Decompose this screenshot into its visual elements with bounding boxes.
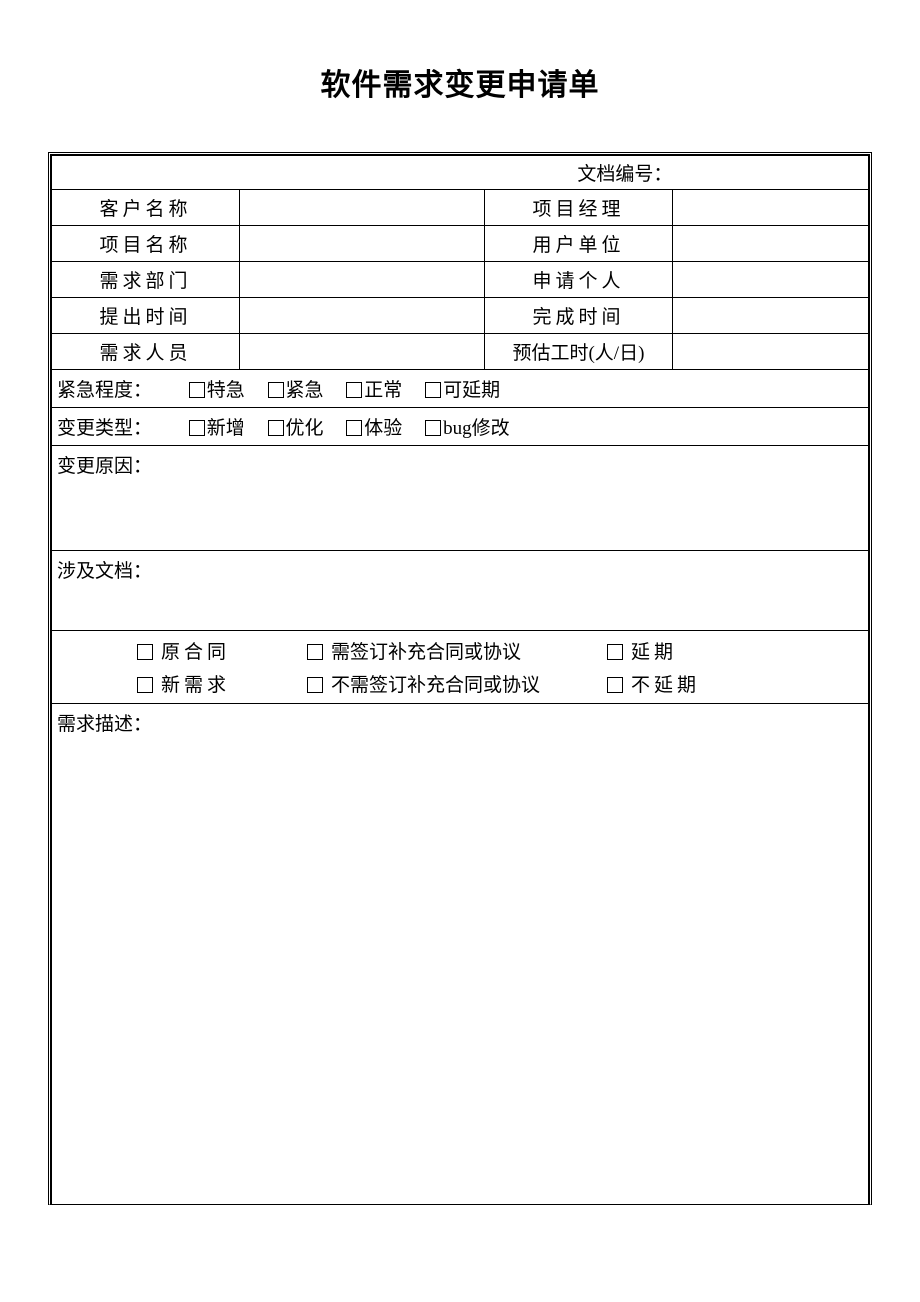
change-type-option-1-label: 优化 <box>286 418 324 439</box>
change-type-option-1[interactable]: 优化 <box>268 413 324 440</box>
doc-number-spacer <box>52 156 485 190</box>
checkbox-icon <box>425 420 441 436</box>
urgency-option-1[interactable]: 紧急 <box>268 375 324 402</box>
urgency-option-2-label: 正常 <box>364 380 402 401</box>
contract-opt-delay[interactable]: 延期 <box>607 637 700 664</box>
contract-opt-no-delay[interactable]: 不延期 <box>607 670 700 697</box>
contract-opt-need-sign[interactable]: 需签订补充合同或协议 <box>307 637 607 664</box>
value-req-dept[interactable] <box>239 262 484 298</box>
change-type-option-0-label: 新增 <box>207 418 245 439</box>
urgency-option-0[interactable]: 特急 <box>189 375 245 402</box>
contract-opt-original-label: 原合同 <box>161 642 230 663</box>
checkbox-icon <box>189 420 205 436</box>
change-type-option-3-label: bug修改 <box>443 418 510 439</box>
value-user-unit[interactable] <box>672 226 868 262</box>
description-label: 需求描述： <box>57 714 152 735</box>
change-type-option-0[interactable]: 新增 <box>189 413 245 440</box>
checkbox-icon <box>137 677 153 693</box>
change-type-option-2[interactable]: 体验 <box>346 413 402 440</box>
info-row-2: 需求部门 申请个人 <box>52 262 869 298</box>
contract-opt-no-sign[interactable]: 不需签订补充合同或协议 <box>307 670 607 697</box>
value-project-name[interactable] <box>239 226 484 262</box>
value-customer-name[interactable] <box>239 190 484 226</box>
form-title: 软件需求变更申请单 <box>48 60 872 104</box>
checkbox-icon <box>268 382 284 398</box>
value-submit-time[interactable] <box>239 298 484 334</box>
value-complete-time[interactable] <box>672 298 868 334</box>
info-row-4: 需求人员 预估工时(人/日) <box>52 334 869 370</box>
label-user-unit: 用户单位 <box>485 226 673 262</box>
change-type-option-2-label: 体验 <box>364 418 402 439</box>
label-complete-time: 完成时间 <box>485 298 673 334</box>
doc-number-label: 文档编号： <box>485 156 673 190</box>
info-row-1: 项目名称 用户单位 <box>52 226 869 262</box>
urgency-option-1-label: 紧急 <box>286 380 324 401</box>
contract-opt-no-sign-label: 不需签订补充合同或协议 <box>331 675 540 696</box>
checkbox-icon <box>425 382 441 398</box>
value-req-person[interactable] <box>239 334 484 370</box>
contract-opt-delay-label: 延期 <box>631 642 677 663</box>
urgency-option-3[interactable]: 可延期 <box>425 375 500 402</box>
checkbox-icon <box>607 677 623 693</box>
reason-row: 变更原因： <box>52 446 869 551</box>
form-table-wrapper: 文档编号： 客户名称 项目经理 项目名称 用户单位 需求部门 申请个人 提出时间… <box>48 152 872 1205</box>
doc-number-row: 文档编号： <box>52 156 869 190</box>
change-type-row: 变更类型： 新增 优化 体验 bug修改 <box>52 408 869 446</box>
reason-label: 变更原因： <box>57 456 152 477</box>
docs-label: 涉及文档： <box>57 561 152 582</box>
checkbox-icon <box>607 644 623 660</box>
checkbox-icon <box>346 420 362 436</box>
description-row: 需求描述： <box>52 704 869 1204</box>
info-row-0: 客户名称 项目经理 <box>52 190 869 226</box>
label-project-manager: 项目经理 <box>485 190 673 226</box>
change-type-label: 变更类型： <box>57 413 152 440</box>
urgency-row: 紧急程度： 特急 紧急 正常 可延期 <box>52 370 869 408</box>
label-customer-name: 客户名称 <box>52 190 240 226</box>
checkbox-icon <box>189 382 205 398</box>
checkbox-icon <box>268 420 284 436</box>
label-req-person: 需求人员 <box>52 334 240 370</box>
urgency-option-0-label: 特急 <box>207 380 245 401</box>
doc-number-value[interactable] <box>672 156 868 190</box>
label-applicant: 申请个人 <box>485 262 673 298</box>
urgency-label: 紧急程度： <box>57 375 152 402</box>
contract-opt-new-req[interactable]: 新需求 <box>137 670 307 697</box>
change-type-option-3[interactable]: bug修改 <box>425 413 510 440</box>
contract-opt-no-delay-label: 不延期 <box>631 675 700 696</box>
checkbox-icon <box>346 382 362 398</box>
checkbox-icon <box>137 644 153 660</box>
value-project-manager[interactable] <box>672 190 868 226</box>
label-req-dept: 需求部门 <box>52 262 240 298</box>
label-submit-time: 提出时间 <box>52 298 240 334</box>
urgency-option-2[interactable]: 正常 <box>346 375 402 402</box>
value-applicant[interactable] <box>672 262 868 298</box>
value-est-hours[interactable] <box>672 334 868 370</box>
docs-row: 涉及文档： <box>52 551 869 631</box>
info-row-3: 提出时间 完成时间 <box>52 298 869 334</box>
urgency-option-3-label: 可延期 <box>443 380 500 401</box>
form-table: 文档编号： 客户名称 项目经理 项目名称 用户单位 需求部门 申请个人 提出时间… <box>51 155 869 1204</box>
contract-opt-original[interactable]: 原合同 <box>137 637 307 664</box>
label-project-name: 项目名称 <box>52 226 240 262</box>
contract-opt-new-req-label: 新需求 <box>161 675 230 696</box>
contract-row: 原合同 新需求 需签订补充合同或协议 不需签订补充合同或协议 延期 不延期 <box>52 631 869 704</box>
checkbox-icon <box>307 677 323 693</box>
label-est-hours: 预估工时(人/日) <box>485 334 673 370</box>
checkbox-icon <box>307 644 323 660</box>
contract-opt-need-sign-label: 需签订补充合同或协议 <box>331 642 521 663</box>
